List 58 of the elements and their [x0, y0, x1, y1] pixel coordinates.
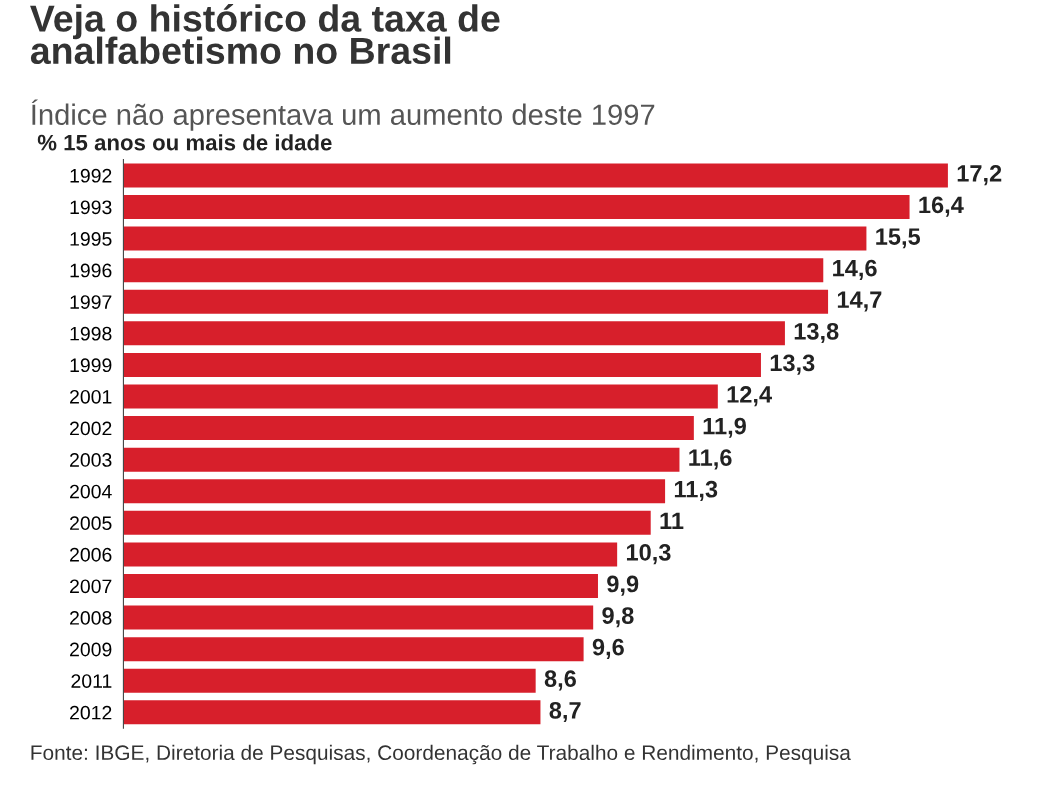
bar [123, 479, 666, 504]
y-tick-label: 2009 [70, 642, 112, 657]
data-label: 16,4 [919, 196, 964, 217]
data-label: 9,9 [607, 575, 639, 596]
bar [123, 668, 536, 693]
y-tick-label: 2002 [70, 421, 112, 436]
bar [123, 226, 867, 251]
y-tick-label: 2011 [71, 674, 112, 688]
y-tick-label: 1996 [70, 263, 112, 278]
bar [123, 637, 584, 662]
y-tick-label: 1998 [70, 326, 112, 341]
data-label: 15,5 [876, 228, 921, 249]
data-label: 10,3 [626, 544, 671, 565]
y-tick-label: 1997 [70, 295, 112, 309]
data-label: 11,9 [703, 417, 746, 438]
source-note: Fonte: IBGE, Diretoria de Pesquisas, Coordenação de Trabalho e Rendimento, Pesquisa [31, 744, 851, 765]
y-tick-label: 1993 [70, 200, 112, 215]
bar [123, 384, 718, 409]
data-label: 11 [660, 512, 684, 529]
y-tick-label: 2007 [70, 579, 112, 594]
data-label: 9,6 [592, 638, 624, 659]
data-label: 9,8 [602, 607, 634, 628]
y-tick-label: 1995 [70, 232, 112, 246]
bar [123, 510, 651, 535]
y-tick-label: 2003 [70, 453, 112, 467]
data-label: 11,6 [689, 449, 732, 470]
text: % 15 anos ou mais de idade [37, 134, 332, 151]
chart-title: Veja o histórico da taxa de analfabetismo no Brasil [30, 3, 500, 65]
y-tick-label: 2001 [70, 389, 112, 404]
bar [123, 194, 910, 219]
data-label: 13,8 [794, 322, 839, 344]
bar [123, 542, 618, 567]
data-label: 17,2 [957, 165, 1002, 186]
bar [123, 352, 761, 377]
y-tick-label: 2006 [70, 547, 112, 562]
bar [123, 700, 541, 725]
chart-subtitle: Índice não apresentava um aumento deste 1997 [31, 99, 655, 131]
y-tick-label: 2012 [70, 705, 112, 720]
bar [123, 321, 785, 346]
y-tick-label: 2004 [70, 484, 112, 499]
data-label: 14,6 [833, 259, 877, 280]
bar [123, 416, 694, 441]
bar [123, 163, 948, 188]
bar [123, 605, 594, 630]
data-label: 8,6 [544, 670, 576, 691]
y-tick-label: 2008 [70, 611, 112, 625]
data-label: 8,7 [549, 701, 581, 723]
data-label: 14,7 [837, 291, 882, 312]
data-label: 13,3 [770, 354, 815, 375]
data-label: 12,4 [727, 386, 772, 407]
bar [123, 447, 680, 472]
bar [123, 573, 598, 598]
bar [123, 289, 829, 314]
y-tick-label: 2005 [70, 516, 112, 531]
bar [123, 258, 824, 283]
data-label: 11,3 [674, 480, 718, 501]
y-tick-label: 1992 [70, 168, 112, 183]
y-tick-label: 1999 [70, 358, 112, 373]
